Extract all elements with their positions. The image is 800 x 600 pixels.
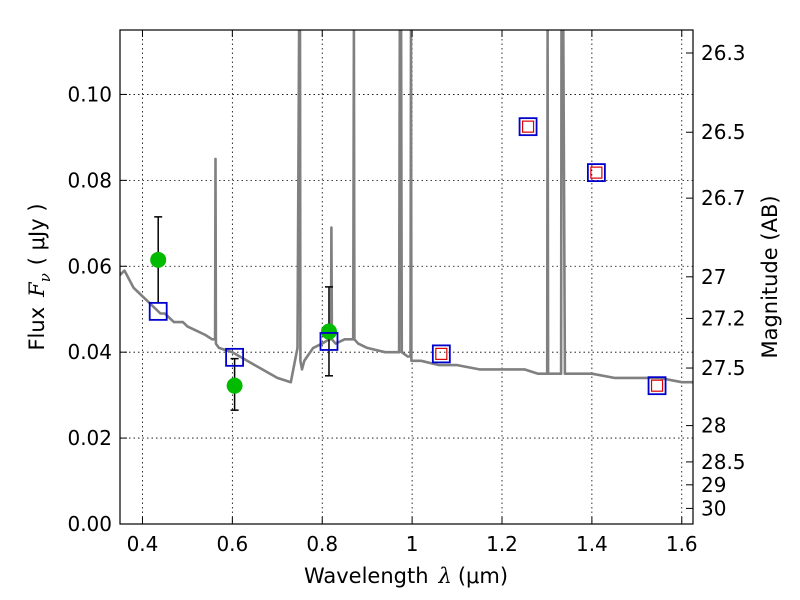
y-tick-label: 0.02 — [67, 426, 112, 450]
x-axis-label-symbol: λ — [438, 564, 452, 588]
model-flux-square — [647, 376, 667, 396]
model-flux-inner-square — [521, 120, 535, 133]
x-tick-label: 1.6 — [666, 532, 698, 556]
y-axis-label-text: Flux — [25, 307, 49, 351]
model-flux-square — [518, 117, 538, 137]
y2-axis-label: Magnitude (AB) — [758, 195, 782, 358]
y2-tick-label: 28 — [701, 414, 726, 438]
y-axis-label-unit: ( μJy ) — [25, 203, 49, 265]
observed-point — [150, 251, 167, 268]
y-axis-label-symbol: F — [25, 281, 49, 298]
x-axis-label: Wavelength λ (μm) — [304, 564, 508, 588]
model-flux-inner-square — [650, 379, 664, 392]
svg-text:FluxFν( μJy ): Flux Fν ( μJy ) — [25, 203, 54, 350]
plot-area — [120, 30, 693, 411]
x-tick-label: 1.2 — [486, 532, 518, 556]
x-tick-label: 0.4 — [127, 532, 159, 556]
y2-tick-label: 26.7 — [701, 186, 746, 210]
y-tick-label: 0.08 — [67, 168, 112, 192]
y2-tick-label: 27 — [701, 265, 726, 289]
y-tick-label: 0.06 — [67, 254, 112, 278]
model-flux-square — [319, 332, 339, 351]
grid-lines — [120, 30, 693, 525]
y2-tick-label: 28.5 — [701, 450, 746, 474]
y2-tick-label: 26.3 — [701, 41, 746, 65]
model-flux-square — [148, 301, 168, 321]
x-axis-label-unit: (μm) — [458, 564, 508, 588]
axes-frame — [119, 29, 694, 525]
y2-tick-label: 26.5 — [701, 120, 746, 144]
model-flux-square — [225, 347, 245, 367]
x-tick-label: 0.6 — [216, 532, 248, 556]
y2-tick-label: 27.2 — [701, 306, 746, 330]
model-flux-inner-square — [435, 347, 448, 360]
y-axis-label-subscript: ν — [36, 273, 54, 282]
x-tick-label: 1.4 — [576, 532, 608, 556]
observed-point — [226, 377, 243, 394]
x-tick-label: 1 — [406, 532, 419, 556]
y-tick-label: 0.00 — [67, 512, 112, 536]
y-axis-label: Flux Fν ( μJy ) — [25, 203, 54, 350]
y2-tick-label: 29 — [701, 473, 726, 497]
ticks: 0.4 0.6 0.8 1 1.2 1.4 1.6 0.00 0.02 0.04 0.06 0.08 0… — [67, 30, 746, 556]
x-axis-label-text: Wavelength — [304, 564, 429, 588]
y2-tick-label: 27.5 — [701, 356, 746, 380]
x-tick-label: 0.8 — [306, 532, 338, 556]
model-flux-inner-square — [590, 166, 603, 179]
y-tick-label: 0.04 — [67, 340, 112, 364]
y2-tick-label: 30 — [701, 496, 726, 520]
observed-point — [320, 323, 337, 340]
model-flux-square — [586, 163, 606, 183]
y-tick-label: 0.10 — [67, 82, 112, 106]
model-flux-square — [431, 344, 451, 364]
sed-model-line — [120, 30, 693, 384]
